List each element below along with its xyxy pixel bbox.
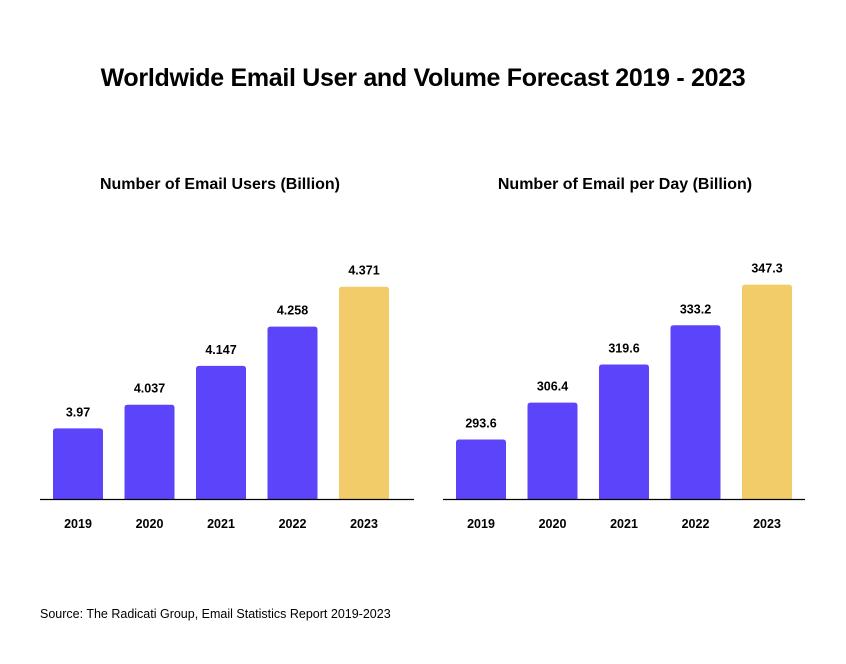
users-tick-label-2023: 2023 [350,517,378,531]
users-tick-label-2019: 2019 [64,517,92,531]
users-value-label-2022: 4.258 [277,304,308,318]
volume-value-label-2021: 319.6 [608,342,639,356]
users-tick-label-2021: 2021 [207,517,235,531]
volume-value-label-2019: 293.6 [465,417,496,431]
users-tick-label-2022: 2022 [279,517,307,531]
users-bar-2022 [267,326,318,499]
users-bar-2019 [53,428,103,499]
volume-bar-2022 [670,325,721,499]
volume-tick-label-2019: 2019 [467,517,495,531]
users-tick-label-2020: 2020 [136,517,164,531]
volume-bar-2021 [599,364,649,499]
main-title: Worldwide Email User and Volume Forecast… [100,64,746,92]
volume-value-label-2022: 333.2 [680,302,711,316]
volume-tick-label-2022: 2022 [682,517,710,531]
volume-chart-title: Number of Email per Day (Billion) [497,176,753,193]
volume-bar-2023 [742,284,792,499]
users-chart-title: Number of Email Users (Billion) [99,176,341,193]
volume-value-label-2020: 306.4 [537,380,568,394]
users-value-label-2023: 4.371 [348,264,379,278]
volume-bar-2019 [456,439,506,499]
volume-tick-label-2021: 2021 [610,517,638,531]
volume-tick-label-2020: 2020 [539,517,567,531]
volume-tick-label-2023: 2023 [753,517,781,531]
source-note: Source: The Radicati Group, Email Statis… [40,607,391,621]
users-bar-2023 [339,286,389,499]
volume-bar-2020 [527,402,578,499]
users-value-label-2021: 4.147 [205,343,236,357]
users-bar-2021 [196,365,246,499]
users-bar-2020 [124,404,175,499]
volume-value-label-2023: 347.3 [751,262,782,276]
users-value-label-2019: 3.97 [66,405,90,419]
users-value-label-2020: 4.037 [134,382,165,396]
